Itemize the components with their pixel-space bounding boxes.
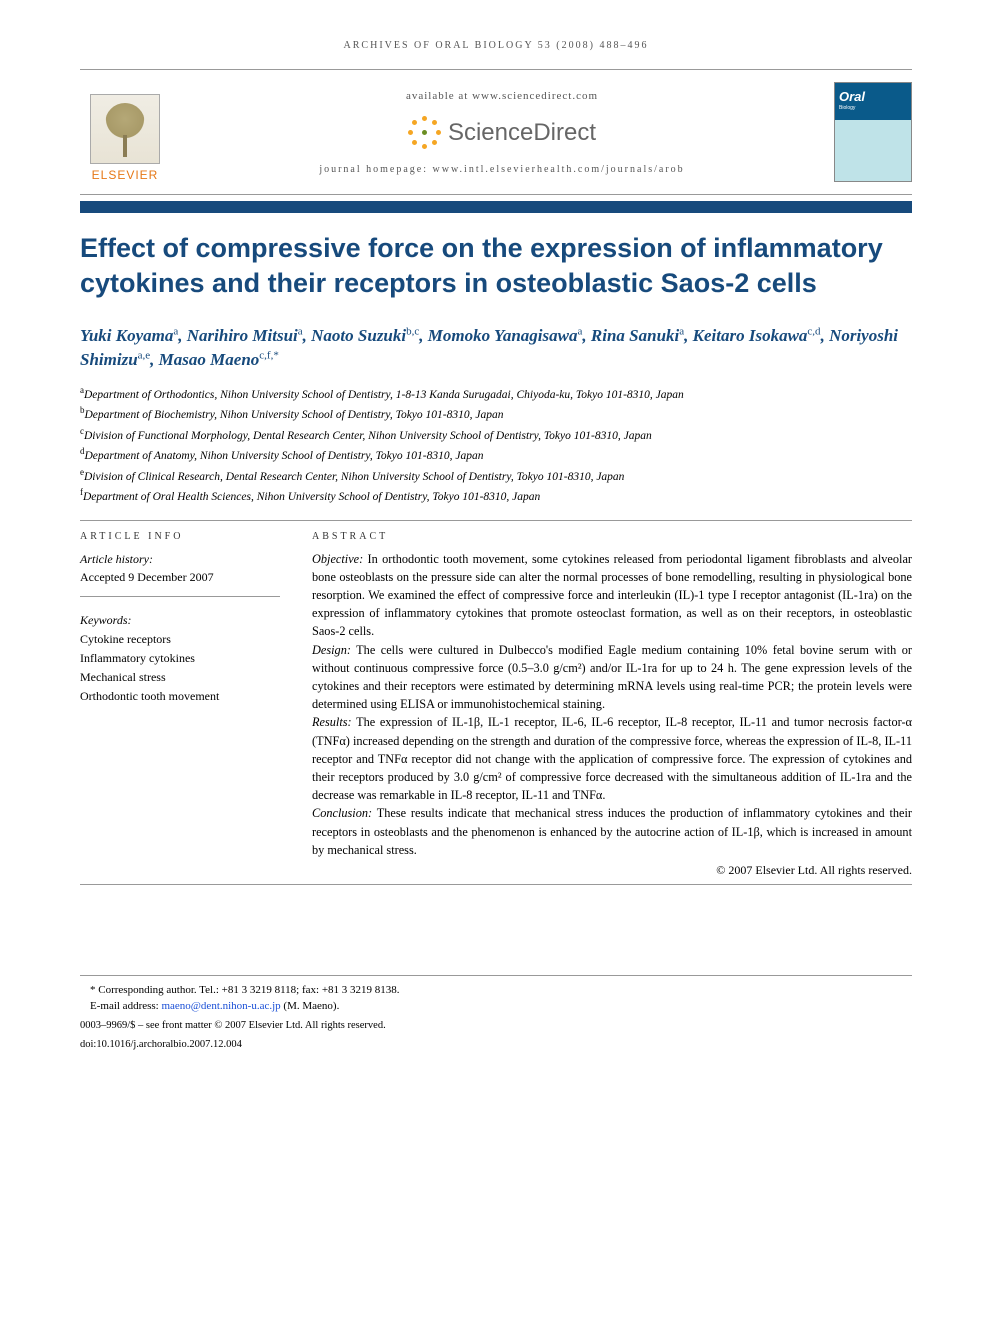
- history-text: Accepted 9 December 2007: [80, 568, 280, 586]
- keyword: Cytokine receptors: [80, 630, 280, 649]
- author: Momoko Yanagisawaa: [428, 326, 583, 345]
- abstract-column: ABSTRACT Objective: In orthodontic tooth…: [312, 531, 912, 878]
- article-title: Effect of compressive force on the expre…: [80, 231, 912, 300]
- keywords-label: Keywords:: [80, 611, 280, 630]
- journal-cover-subtitle: Biology: [839, 105, 855, 111]
- divider-rule-bottom: [80, 884, 912, 885]
- sciencedirect-logo: ScienceDirect: [186, 116, 818, 150]
- divider-rule: [80, 520, 912, 521]
- keywords-block: Keywords: Cytokine receptorsInflammatory…: [80, 611, 280, 707]
- elsevier-tree-icon: [90, 94, 160, 164]
- affiliation: aDepartment of Orthodontics, Nihon Unive…: [80, 384, 912, 404]
- elsevier-wordmark: ELSEVIER: [92, 168, 159, 182]
- history-label: Article history:: [80, 550, 280, 568]
- footer-block: * Corresponding author. Tel.: +81 3 3219…: [80, 975, 912, 1052]
- affiliation: eDivision of Clinical Research, Dental R…: [80, 466, 912, 486]
- author-list: Yuki Koyamaa, Narihiro Mitsuia, Naoto Su…: [80, 324, 912, 372]
- author: Keitaro Isokawac,d: [693, 326, 821, 345]
- info-abstract-row: ARTICLE INFO Article history: Accepted 9…: [80, 531, 912, 878]
- header-center-column: available at www.sciencedirect.com Scien…: [186, 90, 818, 175]
- footer-meta-line1: 0003–9969/$ – see front matter © 2007 El…: [80, 1019, 912, 1034]
- title-accent-bar: [80, 201, 912, 213]
- email-name: (M. Maeno).: [283, 1000, 339, 1012]
- author: Naoto Suzukib,c: [311, 326, 419, 345]
- affiliation: cDivision of Functional Morphology, Dent…: [80, 425, 912, 445]
- author: Narihiro Mitsuia: [187, 326, 303, 345]
- article-info-heading: ARTICLE INFO: [80, 531, 280, 542]
- email-line: E-mail address: maeno@dent.nihon-u.ac.jp…: [80, 998, 912, 1015]
- abstract-copyright: © 2007 Elsevier Ltd. All rights reserved…: [312, 863, 912, 878]
- author: Rina Sanukia: [591, 326, 684, 345]
- abstract-heading: ABSTRACT: [312, 531, 912, 542]
- abstract-section-text: The cells were cultured in Dulbecco's mo…: [312, 643, 912, 712]
- corresponding-email-link[interactable]: maeno@dent.nihon-u.ac.jp: [161, 1000, 280, 1012]
- affiliation: dDepartment of Anatomy, Nihon University…: [80, 445, 912, 465]
- sciencedirect-burst-icon: [408, 116, 442, 150]
- author: Yuki Koyamaa: [80, 326, 178, 345]
- journal-homepage-line: journal homepage: www.intl.elsevierhealt…: [186, 164, 818, 175]
- sciencedirect-text: ScienceDirect: [448, 119, 596, 147]
- abstract-section-label: Conclusion:: [312, 806, 372, 820]
- footer-meta-line2: doi:10.1016/j.archoralbio.2007.12.004: [80, 1038, 912, 1053]
- abstract-section-text: These results indicate that mechanical s…: [312, 806, 912, 856]
- affiliation-list: aDepartment of Orthodontics, Nihon Unive…: [80, 384, 912, 506]
- keyword: Inflammatory cytokines: [80, 649, 280, 668]
- article-info-column: ARTICLE INFO Article history: Accepted 9…: [80, 531, 280, 878]
- publisher-header-block: ELSEVIER available at www.sciencedirect.…: [80, 69, 912, 195]
- keyword: Mechanical stress: [80, 668, 280, 687]
- keyword: Orthodontic tooth movement: [80, 687, 280, 706]
- author: Masao Maenoc,f,*: [159, 350, 279, 369]
- abstract-section-text: In orthodontic tooth movement, some cyto…: [312, 552, 912, 639]
- abstract-section-text: The expression of IL-1β, IL-1 receptor, …: [312, 715, 912, 802]
- abstract-section-label: Objective:: [312, 552, 363, 566]
- abstract-section-label: Results:: [312, 715, 352, 729]
- journal-cover-title: Oral: [839, 89, 865, 104]
- abstract-section-label: Design:: [312, 643, 351, 657]
- corresponding-author-line: * Corresponding author. Tel.: +81 3 3219…: [80, 982, 912, 999]
- available-at-line: available at www.sciencedirect.com: [186, 90, 818, 102]
- email-label: E-mail address:: [90, 1000, 159, 1012]
- affiliation: bDepartment of Biochemistry, Nihon Unive…: [80, 404, 912, 424]
- article-history-block: Article history: Accepted 9 December 200…: [80, 550, 280, 597]
- running-header: ARCHIVES OF ORAL BIOLOGY 53 (2008) 488–4…: [80, 40, 912, 51]
- journal-cover-thumbnail: Oral Biology: [834, 82, 912, 182]
- affiliation: fDepartment of Oral Health Sciences, Nih…: [80, 486, 912, 506]
- abstract-body: Objective: In orthodontic tooth movement…: [312, 550, 912, 859]
- elsevier-logo: ELSEVIER: [80, 82, 170, 182]
